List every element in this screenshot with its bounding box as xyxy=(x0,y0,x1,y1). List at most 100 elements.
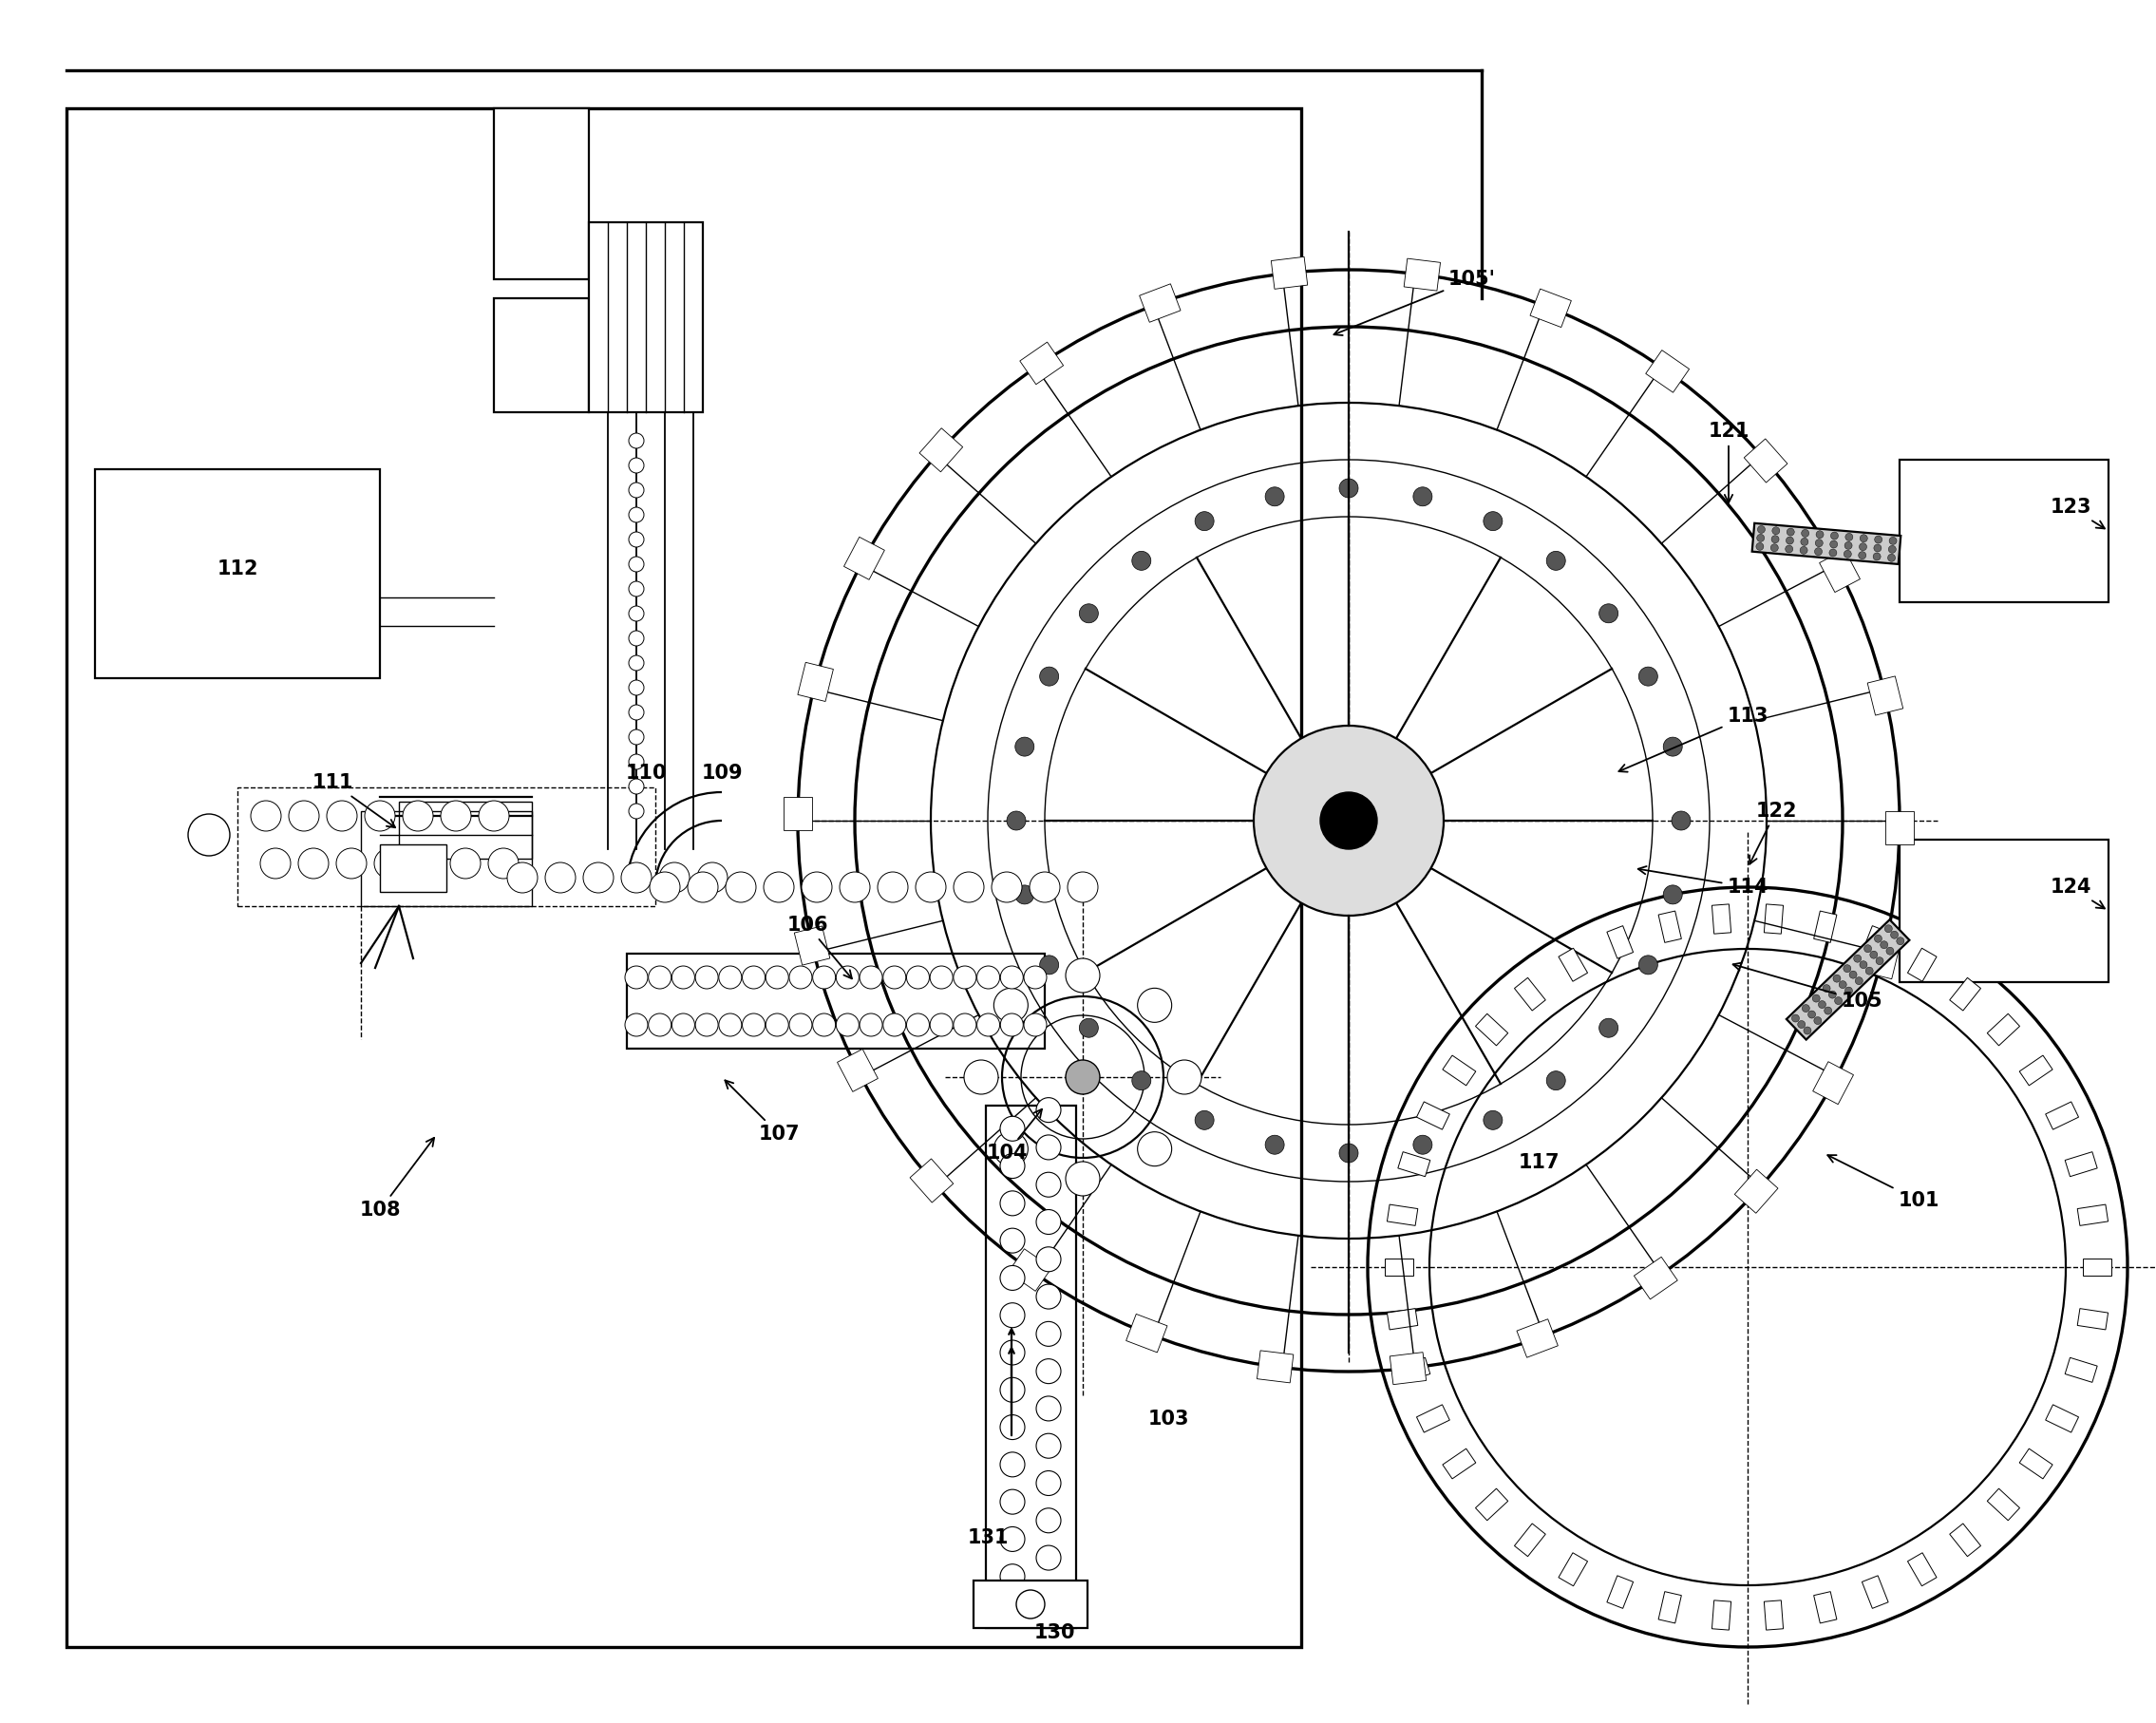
Circle shape xyxy=(545,863,576,893)
Circle shape xyxy=(1132,1072,1151,1091)
Circle shape xyxy=(763,872,793,903)
Bar xyxy=(1442,1056,1477,1085)
Text: 124: 124 xyxy=(2050,877,2104,908)
Bar xyxy=(1257,1351,1294,1384)
Bar xyxy=(1020,343,1063,384)
Bar xyxy=(798,662,834,701)
Circle shape xyxy=(582,863,614,893)
Circle shape xyxy=(1067,872,1097,903)
Circle shape xyxy=(1757,534,1764,541)
Circle shape xyxy=(1824,1006,1833,1015)
Circle shape xyxy=(953,967,977,989)
Bar xyxy=(1518,1320,1559,1358)
Bar xyxy=(1397,1358,1429,1382)
Circle shape xyxy=(1037,1508,1061,1533)
Bar xyxy=(1125,1315,1166,1353)
Bar xyxy=(1634,1256,1677,1299)
Circle shape xyxy=(1000,1415,1024,1439)
Circle shape xyxy=(625,967,647,989)
Circle shape xyxy=(994,989,1028,1022)
Text: 112: 112 xyxy=(218,560,259,579)
Circle shape xyxy=(630,606,645,622)
Circle shape xyxy=(1800,538,1809,546)
Circle shape xyxy=(1861,961,1867,968)
Bar xyxy=(1988,1489,2020,1520)
Text: 108: 108 xyxy=(360,1137,433,1220)
Circle shape xyxy=(479,801,509,830)
Circle shape xyxy=(977,967,1000,989)
Circle shape xyxy=(1770,544,1779,551)
Bar xyxy=(837,1049,877,1092)
Circle shape xyxy=(1830,532,1839,539)
Bar xyxy=(1514,977,1546,1011)
Circle shape xyxy=(250,801,280,830)
Bar xyxy=(379,844,446,893)
Bar xyxy=(843,538,884,579)
Circle shape xyxy=(1065,1060,1100,1094)
Circle shape xyxy=(1037,1284,1061,1309)
Circle shape xyxy=(1874,553,1880,560)
Bar xyxy=(1736,1170,1779,1213)
Bar xyxy=(1712,1601,1731,1630)
Circle shape xyxy=(1800,546,1807,555)
Circle shape xyxy=(328,801,358,830)
Circle shape xyxy=(1194,512,1214,531)
Circle shape xyxy=(1755,543,1764,550)
Bar xyxy=(1764,905,1783,934)
Circle shape xyxy=(1065,1161,1100,1196)
Circle shape xyxy=(1000,1266,1024,1291)
Circle shape xyxy=(860,1013,882,1036)
Circle shape xyxy=(1065,958,1100,992)
Circle shape xyxy=(1772,536,1779,543)
Circle shape xyxy=(1874,936,1882,942)
Bar xyxy=(589,222,703,412)
Circle shape xyxy=(1000,1377,1024,1403)
Bar xyxy=(793,925,830,965)
Circle shape xyxy=(839,872,871,903)
Bar xyxy=(1386,1204,1419,1225)
Circle shape xyxy=(630,458,645,474)
Circle shape xyxy=(412,848,442,879)
Circle shape xyxy=(1166,1060,1201,1094)
Circle shape xyxy=(789,1013,813,1036)
Circle shape xyxy=(916,872,946,903)
Circle shape xyxy=(1876,956,1884,965)
Circle shape xyxy=(1891,930,1897,939)
Text: 101: 101 xyxy=(1828,1154,1938,1210)
Circle shape xyxy=(1015,737,1035,756)
Text: 130: 130 xyxy=(1033,1623,1076,1642)
Bar xyxy=(1712,905,1731,934)
Bar xyxy=(1908,1552,1936,1585)
Bar xyxy=(975,1580,1087,1628)
Circle shape xyxy=(1815,539,1822,546)
Circle shape xyxy=(696,967,718,989)
Circle shape xyxy=(1319,793,1378,849)
Bar xyxy=(1404,258,1440,291)
Bar xyxy=(627,953,1046,1049)
Circle shape xyxy=(1000,967,1024,989)
Bar xyxy=(1899,839,2109,982)
Circle shape xyxy=(1815,548,1822,555)
Circle shape xyxy=(953,872,983,903)
Bar xyxy=(360,812,533,906)
Bar xyxy=(1559,948,1587,982)
Circle shape xyxy=(630,729,645,744)
Circle shape xyxy=(1897,937,1904,944)
Circle shape xyxy=(1818,1001,1826,1008)
Circle shape xyxy=(1037,1583,1061,1608)
Circle shape xyxy=(630,803,645,818)
Circle shape xyxy=(1861,534,1867,543)
Polygon shape xyxy=(1753,524,1902,563)
Circle shape xyxy=(1828,550,1837,557)
Bar xyxy=(1658,911,1682,942)
Circle shape xyxy=(765,967,789,989)
Circle shape xyxy=(375,848,405,879)
Circle shape xyxy=(837,1013,858,1036)
Circle shape xyxy=(630,532,645,548)
Circle shape xyxy=(1037,1172,1061,1197)
Circle shape xyxy=(813,1013,837,1036)
Bar xyxy=(1813,911,1837,942)
Circle shape xyxy=(487,848,520,879)
Circle shape xyxy=(188,813,231,856)
Circle shape xyxy=(1880,941,1889,949)
